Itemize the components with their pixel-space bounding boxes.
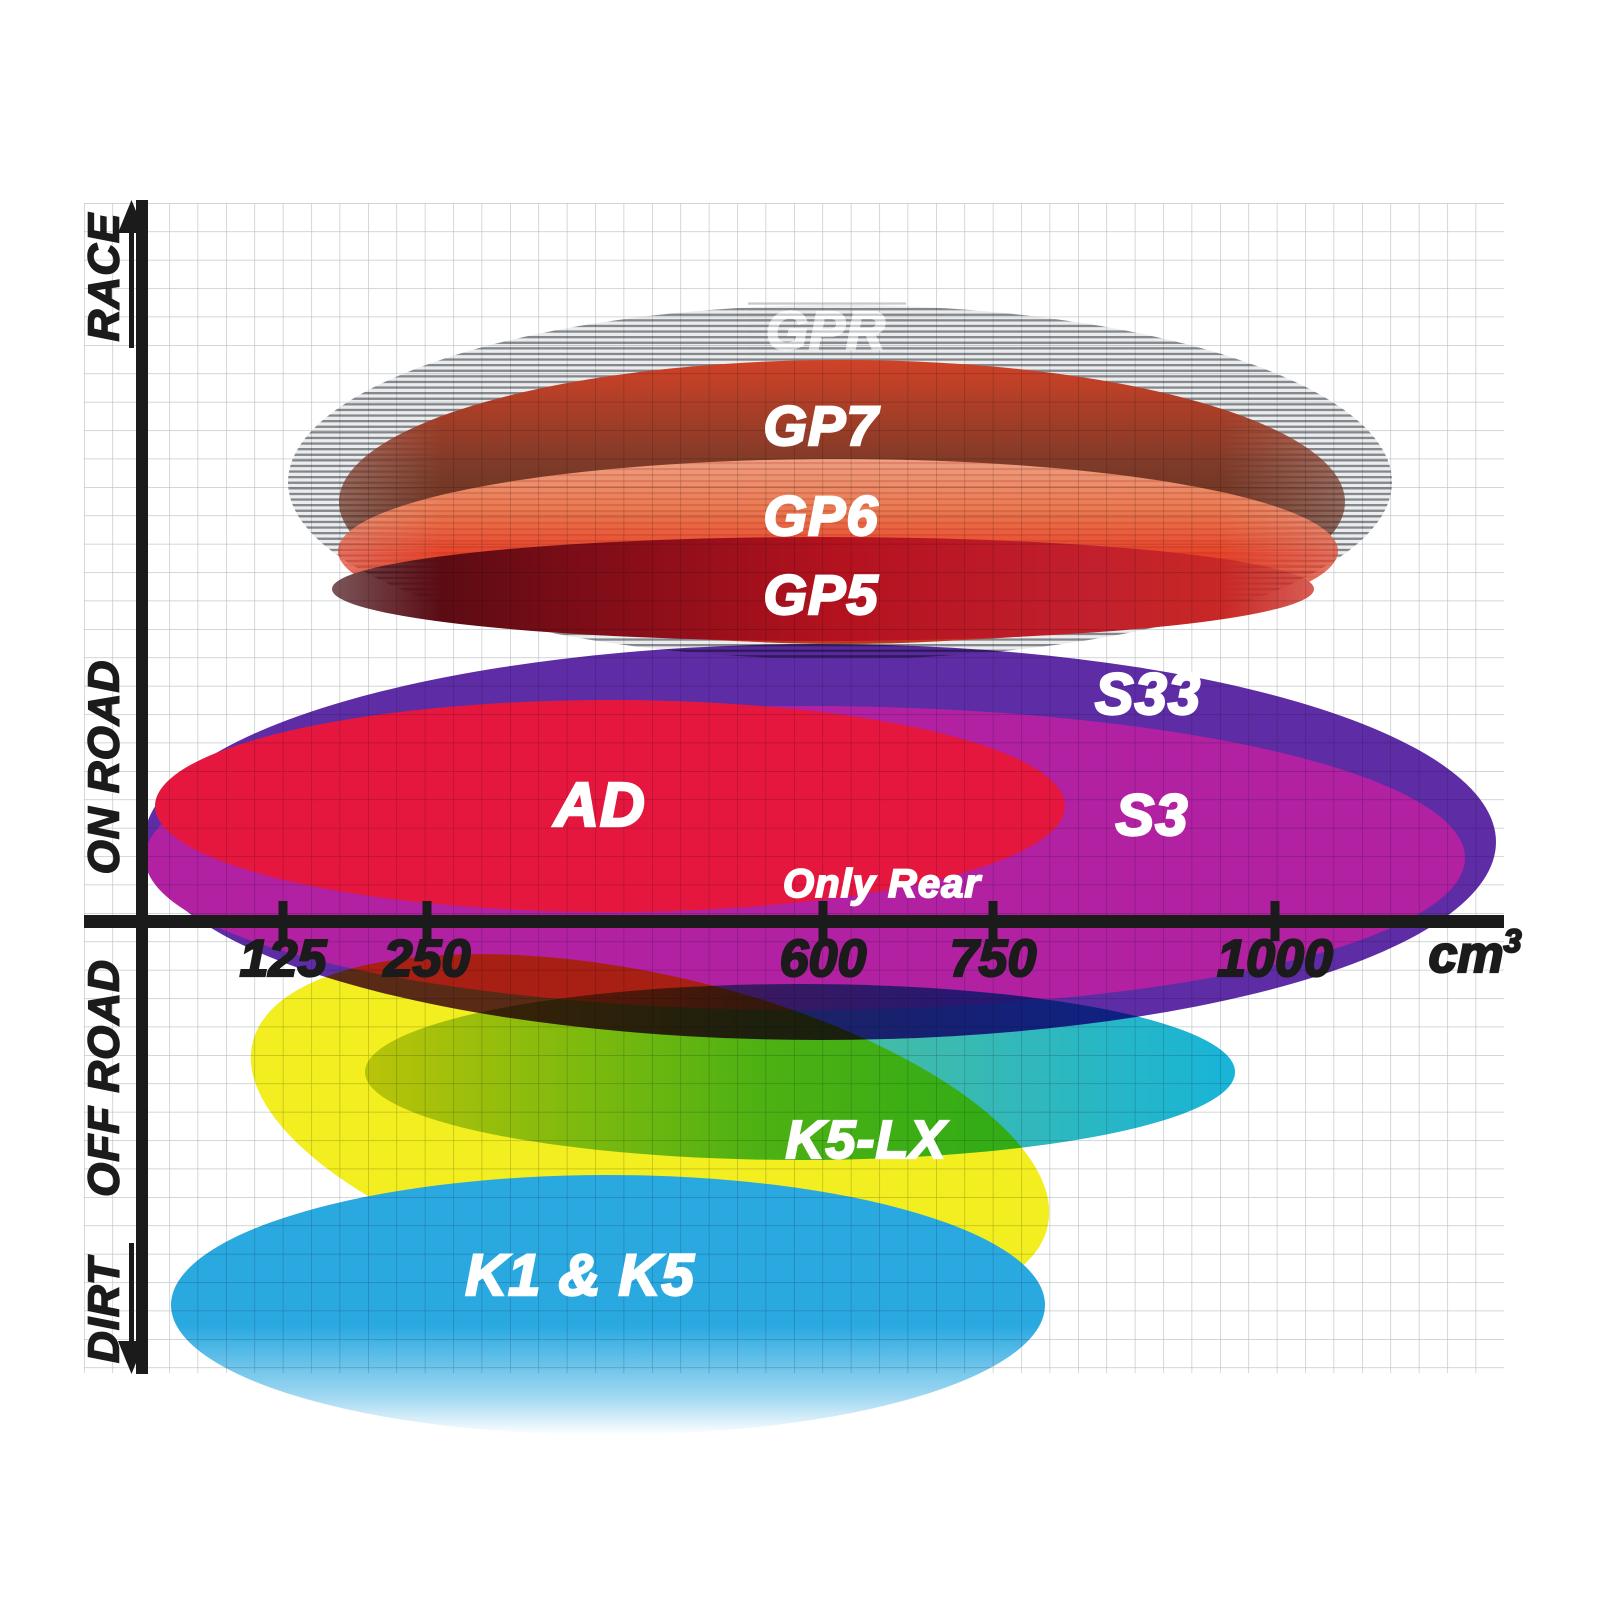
y-band-label-race: RACE <box>79 212 128 341</box>
s3-label: S3 <box>1116 783 1189 848</box>
x-tick-250 <box>422 901 432 941</box>
y-band-label-on-road: ON ROAD <box>79 660 128 875</box>
s33-label: S33 <box>1095 662 1201 727</box>
dirt-arrow-head-icon <box>118 1341 145 1374</box>
grid <box>84 203 1504 1373</box>
y-axis-line <box>136 200 148 1374</box>
k1k5-label: K1 & K5 <box>465 1243 694 1308</box>
ad-label: AD <box>552 771 646 840</box>
gp7-label: GP7 <box>763 394 880 457</box>
dirt-direction-arrow <box>118 1243 145 1374</box>
gpr-label-hatch-overlay <box>748 302 906 360</box>
gp6-label: GP6 <box>763 484 878 547</box>
x-tick-label-750: 750 <box>950 930 1037 988</box>
race-arrow-head-icon <box>118 200 145 233</box>
x-tick-label-250: 250 <box>383 930 471 988</box>
y-band-label-dirt: DIRT <box>79 1255 128 1363</box>
x-axis-ticks <box>278 901 1280 941</box>
x-tick-label-600: 600 <box>780 930 867 988</box>
gp5-label: GP5 <box>763 563 878 626</box>
x-tick-1000 <box>1270 901 1280 941</box>
y-band-label-off-road: OFF ROAD <box>79 959 128 1197</box>
x-tick-125 <box>278 901 288 941</box>
race-arrow-shaft <box>129 230 134 348</box>
only-rear-label: Only Rear <box>783 862 982 906</box>
x-tick-label-1000: 1000 <box>1217 930 1333 988</box>
race-direction-arrow <box>118 200 145 348</box>
x-tick-label-125: 125 <box>240 930 328 988</box>
x-axis-line <box>84 915 1504 928</box>
x-axis-unit-label: cm3 <box>1429 923 1522 984</box>
k5lx-label: K5-LX <box>785 1110 948 1170</box>
x-tick-600 <box>818 901 828 941</box>
dirt-arrow-shaft <box>129 1243 134 1343</box>
x-tick-750 <box>988 901 998 941</box>
